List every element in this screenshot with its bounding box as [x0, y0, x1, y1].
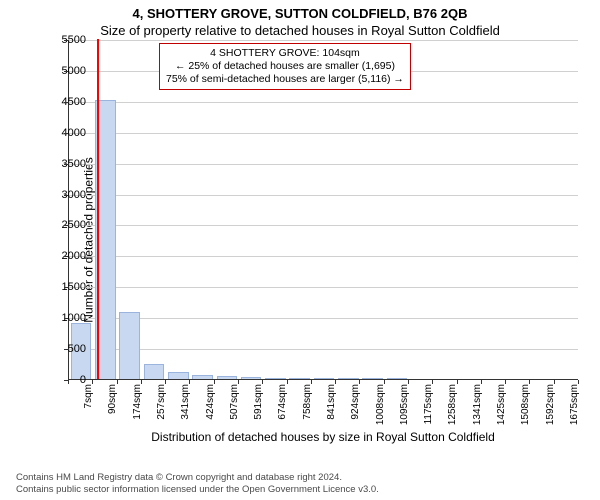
y-tick-mark: [64, 287, 68, 288]
x-tick-mark: [189, 380, 190, 384]
gridline: [69, 133, 578, 134]
x-tick-mark: [92, 380, 93, 384]
histogram-bar: [192, 375, 213, 379]
property-marker-line: [97, 39, 99, 379]
x-tick-mark: [457, 380, 458, 384]
histogram-bar: [217, 376, 238, 379]
y-tick-label: 5500: [36, 34, 86, 46]
histogram-bar: [289, 378, 310, 379]
x-tick-mark: [408, 380, 409, 384]
y-tick-label: 4500: [36, 96, 86, 108]
y-tick-label: 3000: [36, 189, 86, 201]
footer-line2: Contains public sector information licen…: [16, 484, 600, 496]
histogram-bar: [362, 378, 383, 379]
histogram-bar: [119, 312, 140, 379]
y-tick-mark: [64, 318, 68, 319]
gridline: [69, 318, 578, 319]
x-tick-mark: [335, 380, 336, 384]
x-tick-mark: [238, 380, 239, 384]
x-axis-label: Distribution of detached houses by size …: [68, 430, 578, 444]
histogram-bar: [387, 378, 408, 379]
histogram-bar: [314, 378, 335, 379]
chart-container: Number of detached properties 4 SHOTTERY…: [0, 40, 600, 440]
y-tick-label: 1000: [36, 312, 86, 324]
histogram-bar: [168, 372, 189, 379]
histogram-bar: [265, 378, 286, 379]
y-tick-label: 0: [36, 374, 86, 386]
annotation-line3: 75% of semi-detached houses are larger (…: [166, 73, 404, 86]
y-tick-mark: [64, 40, 68, 41]
x-tick-mark: [141, 380, 142, 384]
annotation-line2: ← 25% of detached houses are smaller (1,…: [166, 60, 404, 73]
x-tick-mark: [117, 380, 118, 384]
gridline: [69, 40, 578, 41]
annotation-line1: 4 SHOTTERY GROVE: 104sqm: [166, 47, 404, 60]
y-tick-label: 1500: [36, 281, 86, 293]
x-tick-mark: [262, 380, 263, 384]
gridline: [69, 287, 578, 288]
annotation-box: 4 SHOTTERY GROVE: 104sqm← 25% of detache…: [159, 43, 411, 90]
plot-area: 4 SHOTTERY GROVE: 104sqm← 25% of detache…: [68, 40, 578, 380]
y-tick-label: 2000: [36, 250, 86, 262]
y-tick-mark: [64, 349, 68, 350]
y-tick-label: 5000: [36, 65, 86, 77]
histogram-bar: [241, 377, 262, 379]
x-tick-mark: [554, 380, 555, 384]
x-tick-mark: [359, 380, 360, 384]
gridline: [69, 349, 578, 350]
x-tick-mark: [311, 380, 312, 384]
x-tick-mark: [287, 380, 288, 384]
x-tick-mark: [214, 380, 215, 384]
x-tick-mark: [384, 380, 385, 384]
y-tick-mark: [64, 195, 68, 196]
y-tick-mark: [64, 102, 68, 103]
y-tick-mark: [64, 164, 68, 165]
x-tick-mark: [505, 380, 506, 384]
y-tick-label: 3500: [36, 158, 86, 170]
histogram-bar: [338, 378, 359, 379]
y-tick-mark: [64, 133, 68, 134]
gridline: [69, 164, 578, 165]
chart-subtitle: Size of property relative to detached ho…: [0, 21, 600, 42]
gridline: [69, 195, 578, 196]
y-tick-mark: [64, 225, 68, 226]
gridline: [69, 225, 578, 226]
x-tick-mark: [529, 380, 530, 384]
x-tick-mark: [578, 380, 579, 384]
footer-attribution: Contains HM Land Registry data © Crown c…: [0, 472, 600, 496]
x-tick-mark: [165, 380, 166, 384]
gridline: [69, 102, 578, 103]
x-tick-mark: [432, 380, 433, 384]
y-tick-mark: [64, 256, 68, 257]
y-tick-label: 2500: [36, 219, 86, 231]
histogram-bar: [144, 364, 165, 379]
y-tick-label: 4000: [36, 127, 86, 139]
chart-title-address: 4, SHOTTERY GROVE, SUTTON COLDFIELD, B76…: [0, 0, 600, 21]
y-tick-label: 500: [36, 343, 86, 355]
y-tick-mark: [64, 71, 68, 72]
footer-line1: Contains HM Land Registry data © Crown c…: [16, 472, 600, 484]
x-tick-mark: [68, 380, 69, 384]
x-tick-mark: [481, 380, 482, 384]
gridline: [69, 256, 578, 257]
